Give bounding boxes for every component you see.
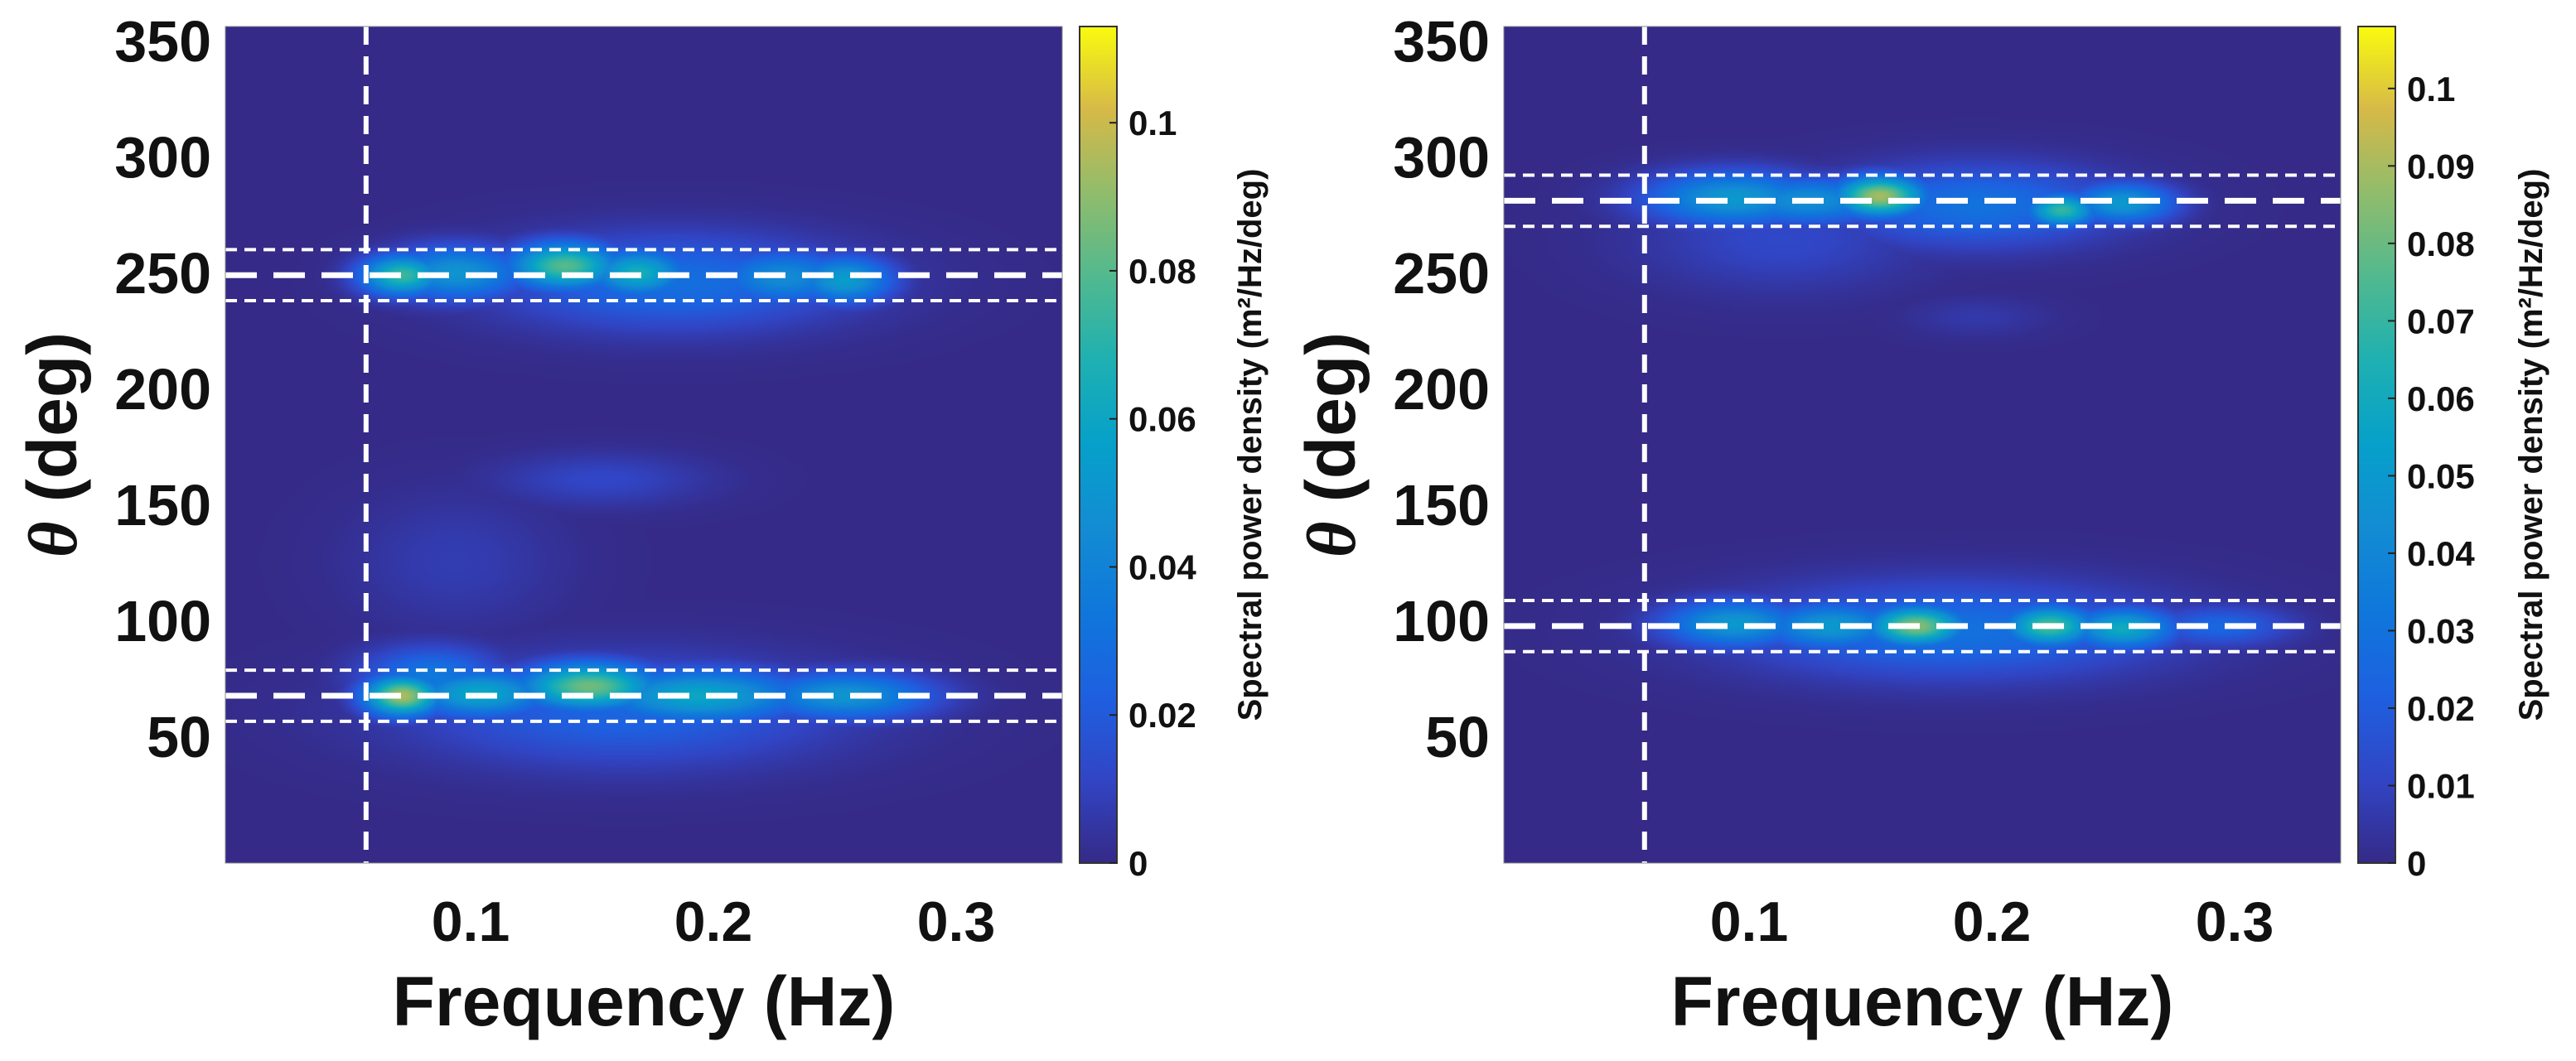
y-tick-label: 300 xyxy=(1393,125,1490,190)
y-axis-unit: (deg) xyxy=(1292,332,1370,522)
colorbar-1-ticks: 0 0.02 0.04 0.06 0.08 0.1 xyxy=(1109,104,1196,883)
y-tick-label: 150 xyxy=(114,473,211,538)
x-tick-label: 0.2 xyxy=(1953,890,2032,953)
colorbar-tick-label: 0 xyxy=(1129,844,1148,883)
y-axis-1-ticks: 50 100 150 200 250 300 350 xyxy=(114,9,211,769)
y-axis-unit: (deg) xyxy=(13,332,91,522)
colorbar-1: 0 0.02 0.04 0.06 0.08 0.1 Spectral power dens… xyxy=(1079,26,1269,883)
y-axis-2-ticks: 50 100 150 200 250 300 350 xyxy=(1393,9,1490,769)
colorbar-tick-label: 0.08 xyxy=(1129,252,1196,291)
colorbar-tick-label: 0.02 xyxy=(1129,696,1196,735)
y-tick-label: 200 xyxy=(1393,357,1490,422)
y-tick-label: 50 xyxy=(1425,705,1490,769)
y-tick-label: 300 xyxy=(114,125,211,190)
y-tick-label: 350 xyxy=(114,9,211,74)
colorbar-1-gradient xyxy=(1079,26,1118,864)
y-tick-label: 100 xyxy=(1393,589,1490,653)
colorbar-tick-label: 0.09 xyxy=(2407,147,2475,186)
heatmap-1-image xyxy=(225,27,1062,863)
colorbar-tick-label: 0.04 xyxy=(1129,547,1196,586)
x-axis-1-label: Frequency (Hz) xyxy=(393,962,896,1040)
colorbar-tick-label: 0.02 xyxy=(2407,689,2475,728)
y-axis-2-label: θ (deg) xyxy=(1292,332,1370,557)
colorbar-tick-label: 0.08 xyxy=(2407,224,2475,263)
colorbar-2: 0 0.01 0.02 0.03 0.04 0.05 0.06 0.07 0.08 0.09 0.1… xyxy=(2357,26,2549,883)
theta-symbol: θ xyxy=(1293,522,1370,558)
colorbar-tick-label: 0.1 xyxy=(1129,104,1177,142)
colorbar-tick-label: 0.07 xyxy=(2407,301,2475,340)
colorbar-1-label: Spectral power density (m²/Hz/deg) xyxy=(1232,169,1269,721)
x-tick-label: 0.3 xyxy=(2196,890,2274,953)
y-tick-label: 150 xyxy=(1393,473,1490,538)
x-axis-2-ticks: 0.1 0.2 0.3 xyxy=(1710,890,2274,953)
y-tick-label: 100 xyxy=(114,589,211,653)
colorbar-tick-label: 0.05 xyxy=(2407,456,2475,495)
heatmap-1-frame xyxy=(225,26,1063,864)
colorbar-tick-label: 0.06 xyxy=(2407,379,2475,418)
colorbar-2-ticks: 0 0.01 0.02 0.03 0.04 0.05 0.06 0.07 0.08 0.09 0.1 xyxy=(2388,70,2475,883)
heatmap-2-reflines xyxy=(1504,27,2341,863)
colorbar-2-gradient xyxy=(2357,26,2396,864)
heatmap-2-image xyxy=(1504,27,2341,863)
heatmap-panel-2: 50 100 150 200 250 300 350 0.1 0.2 0.3 F… xyxy=(1292,9,2549,1040)
y-tick-label: 350 xyxy=(1393,9,1490,74)
colorbar-tick-label: 0.03 xyxy=(2407,611,2475,650)
x-tick-label: 0.3 xyxy=(917,890,996,953)
y-tick-label: 250 xyxy=(114,241,211,306)
heatmap-1-reflines xyxy=(225,27,1062,863)
y-axis-1-label: θ (deg) xyxy=(13,332,92,557)
x-axis-1-ticks: 0.1 0.2 0.3 xyxy=(432,890,996,953)
heatmap-panel-1: 50 100 150 200 250 300 350 0.1 0.2 0.3 F… xyxy=(13,9,1269,1040)
x-axis-2-label: Frequency (Hz) xyxy=(1671,962,2174,1040)
colorbar-tick-label: 0.04 xyxy=(2407,534,2475,573)
x-tick-label: 0.1 xyxy=(1710,890,1789,953)
y-tick-label: 200 xyxy=(114,357,211,422)
heatmap-2-frame xyxy=(1503,26,2342,864)
theta-symbol: θ xyxy=(15,522,92,558)
y-tick-label: 50 xyxy=(147,705,211,769)
y-tick-label: 250 xyxy=(1393,241,1490,306)
colorbar-tick-label: 0.06 xyxy=(1129,400,1196,439)
colorbar-tick-label: 0.01 xyxy=(2407,766,2475,805)
x-tick-label: 0.1 xyxy=(432,890,510,953)
colorbar-tick-label: 0 xyxy=(2407,844,2426,883)
x-tick-label: 0.2 xyxy=(674,890,753,953)
colorbar-2-label: Spectral power density (m²/Hz/deg) xyxy=(2513,169,2549,721)
colorbar-tick-label: 0.1 xyxy=(2407,70,2455,109)
